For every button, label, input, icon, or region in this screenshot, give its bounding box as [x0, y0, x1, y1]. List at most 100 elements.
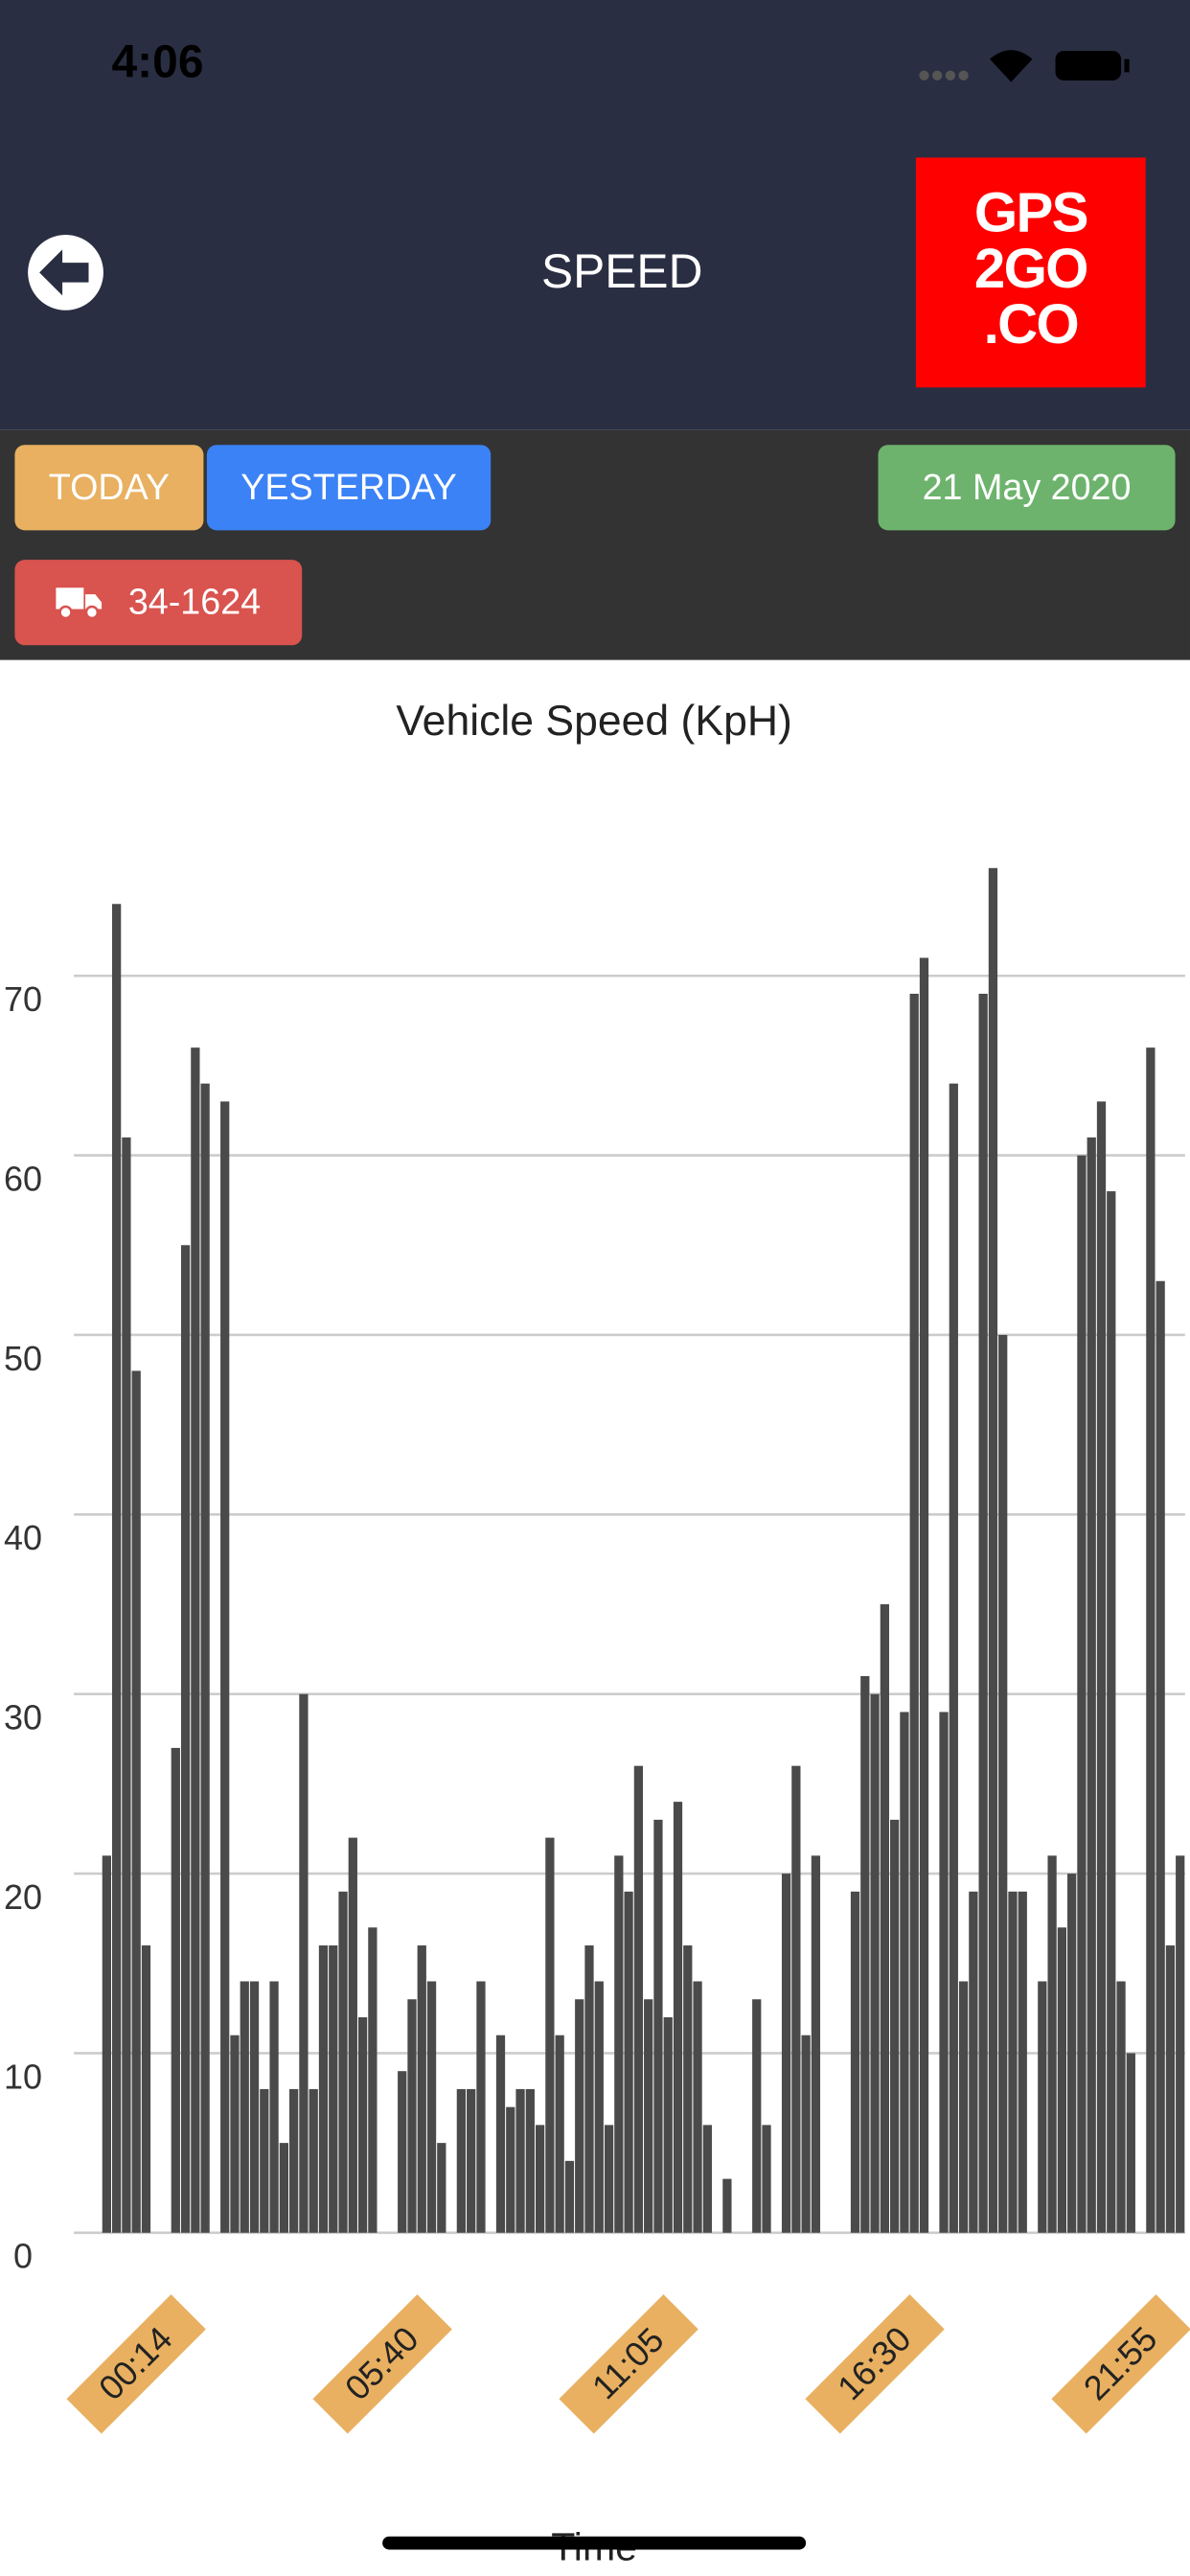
x-tick-badge: [1051, 2294, 1190, 2434]
bar: [545, 1837, 555, 2233]
bar: [535, 2125, 545, 2233]
bar: [240, 1981, 249, 2233]
bar: [131, 1370, 141, 2233]
bar: [702, 2125, 712, 2233]
bar: [1116, 1981, 1126, 2233]
bar: [860, 1675, 870, 2233]
bar: [909, 993, 919, 2233]
bar: [673, 1802, 683, 2233]
bar: [555, 2035, 564, 2233]
x-tick-badge: [559, 2294, 698, 2434]
bar: [407, 1999, 417, 2233]
x-tick-badge: [805, 2294, 945, 2434]
bar: [398, 2071, 407, 2233]
y-tick-label: 10: [4, 2057, 42, 2096]
bar: [348, 1837, 357, 2233]
bar: [1087, 1137, 1096, 2233]
bar: [506, 2106, 515, 2233]
wifi: [989, 50, 1033, 82]
back-button[interactable]: [26, 233, 104, 311]
bar: [939, 1712, 949, 2233]
bar: [279, 2143, 288, 2233]
x-tick: 16:30: [805, 2294, 945, 2434]
bar: [978, 993, 988, 2233]
bar: [289, 2088, 299, 2233]
bar: [329, 1945, 338, 2233]
bar: [467, 2088, 476, 2233]
bar: [1096, 1101, 1107, 2233]
bar: [998, 1334, 1008, 2233]
bar: [949, 1083, 958, 2233]
bar: [309, 2088, 318, 2233]
bar: [1077, 1155, 1087, 2233]
bar: [988, 867, 998, 2233]
bar: [515, 2088, 525, 2233]
x-tick: 21:55: [1051, 2294, 1190, 2434]
bar: [693, 1981, 702, 2233]
x-tick: 05:40: [312, 2294, 452, 2434]
bar: [575, 1999, 584, 2233]
bar: [801, 2035, 811, 2233]
bar: [1165, 1945, 1176, 2233]
bar: [495, 2035, 506, 2233]
back-arrow: [39, 249, 89, 296]
yesterday-button[interactable]: YESTERDAY: [206, 445, 492, 531]
bar: [102, 1855, 111, 2233]
truck-box: [56, 587, 84, 610]
x-tick-badge: [66, 2294, 206, 2434]
battery: [1055, 51, 1122, 80]
bar: [604, 2125, 614, 2233]
chart-title: Vehicle Speed (KpH): [396, 698, 791, 745]
bar: [357, 2016, 368, 2233]
truck-cab: [85, 594, 103, 610]
bar: [437, 2143, 446, 2233]
bar: [260, 2088, 269, 2233]
page-title: SPEED: [541, 245, 703, 299]
bar: [476, 1981, 486, 2233]
bar: [919, 957, 929, 2233]
bar: [644, 1999, 653, 2233]
bar: [614, 1855, 624, 2233]
vehicle-button[interactable]: 34-1624: [14, 560, 303, 646]
bar: [1176, 1855, 1185, 2233]
bar: [791, 1765, 801, 2233]
bar: [683, 1945, 693, 2233]
bar: [180, 1245, 191, 2233]
vehicle-label: 34-1624: [127, 581, 262, 623]
status-time: 4:06: [111, 35, 204, 87]
bar: [1156, 1280, 1165, 2233]
bar: [762, 2125, 771, 2233]
bar: [417, 1945, 426, 2233]
bar: [299, 1693, 309, 2233]
y-tick-label: 70: [4, 979, 42, 1019]
bar: [781, 1874, 791, 2233]
bar: [456, 2088, 467, 2233]
status-icons: [919, 50, 1130, 82]
bar: [653, 1819, 663, 2233]
today-button[interactable]: TODAY: [14, 445, 204, 531]
bar: [958, 1981, 969, 2233]
header: 4:06 SPEED GPS 2GO .CO: [0, 0, 1190, 430]
bar: [850, 1891, 860, 2233]
y-tick-label: 40: [4, 1518, 42, 1557]
bar: [584, 1945, 594, 2233]
logo-line: 2GO: [973, 238, 1089, 301]
signal: [919, 70, 969, 80]
chart: Vehicle Speed (KpH) Time 010203040506070…: [4, 698, 1190, 2568]
bar: [880, 1604, 889, 2233]
bar: [141, 1945, 151, 2233]
toolbar: TODAY YESTERDAY 21 May 2020 34-1624: [0, 429, 1190, 660]
bar: [752, 1999, 762, 2233]
y-tick-label: 20: [4, 1877, 42, 1917]
y-tick-label: 50: [4, 1339, 42, 1378]
x-tick: 11:05: [559, 2294, 698, 2434]
bar: [663, 2016, 673, 2233]
bar: [230, 2035, 240, 2233]
bar: [525, 2088, 535, 2233]
bar: [811, 1855, 821, 2233]
x-tick: 00:14: [66, 2294, 206, 2434]
date-button[interactable]: 21 May 2020: [878, 445, 1176, 531]
bar: [594, 1981, 604, 2233]
bar: [220, 1101, 230, 2233]
